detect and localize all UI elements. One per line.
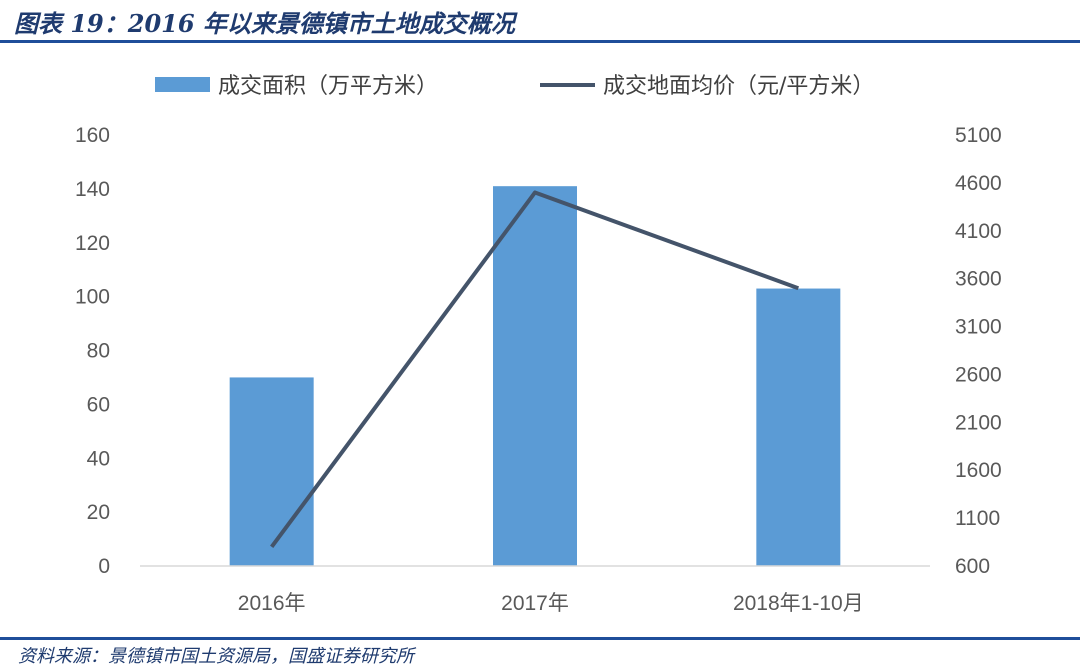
legend-line-label: 成交地面均价（元/平方米） (603, 74, 874, 99)
source-note: 资料来源：景德镇市国土资源局，国盛证券研究所 (18, 646, 414, 667)
x-tick-label: 2017年 (501, 592, 569, 615)
chart-title: 图表 19：2016 年以来景德镇市土地成交概况 (14, 9, 515, 38)
y-left-tick-label: 100 (75, 286, 110, 309)
footer-rule (0, 637, 1080, 640)
y-right-tick-label: 4100 (955, 220, 1002, 243)
y-right-tick-label: 600 (955, 555, 990, 578)
x-tick-label: 2016年 (238, 592, 306, 615)
y-right-tick-label: 3600 (955, 268, 1002, 291)
y-left-tick-label: 80 (87, 340, 110, 363)
legend-bar-swatch (155, 77, 210, 92)
y-right-tick-label: 2100 (955, 411, 1002, 434)
legend: 成交面积（万平方米） 成交地面均价（元/平方米） (155, 74, 874, 99)
y-right-tick-label: 1100 (955, 507, 1000, 530)
x-axis-labels: 2016年 2017年 2018年1-10月 (238, 592, 864, 615)
bar (493, 186, 577, 566)
y-left-tick-label: 40 (87, 447, 110, 470)
line-series (270, 190, 800, 549)
y-left-tick-label: 120 (75, 232, 110, 255)
y-left-tick-label: 0 (98, 555, 110, 578)
bar (756, 288, 841, 566)
y-left-tick-label: 60 (87, 393, 110, 416)
price-line (270, 190, 800, 549)
header-rule (0, 40, 1080, 43)
y-axis-right: 600 1100 1600 2100 2600 3100 3600 4100 4600 5100 (955, 124, 1002, 578)
x-tick-label: 2018年1-10月 (733, 592, 864, 615)
y-left-tick-label: 20 (87, 501, 110, 524)
bar-series (229, 186, 841, 566)
y-axis-left: 0 20 40 60 80 100 120 140 160 (75, 124, 110, 578)
y-left-tick-label: 140 (75, 178, 110, 201)
y-right-tick-label: 5100 (955, 124, 1002, 147)
y-right-tick-label: 3100 (955, 316, 1002, 339)
y-right-tick-label: 2600 (955, 363, 1002, 386)
bar (229, 377, 314, 566)
combo-chart: 成交面积（万平方米） 成交地面均价（元/平方米） 0 20 40 60 80 100 120… (75, 74, 1002, 615)
legend-bar-label: 成交面积（万平方米） (218, 74, 438, 99)
y-right-tick-label: 4600 (955, 172, 1002, 195)
y-right-tick-label: 1600 (955, 459, 1002, 482)
y-left-tick-label: 160 (75, 124, 110, 147)
